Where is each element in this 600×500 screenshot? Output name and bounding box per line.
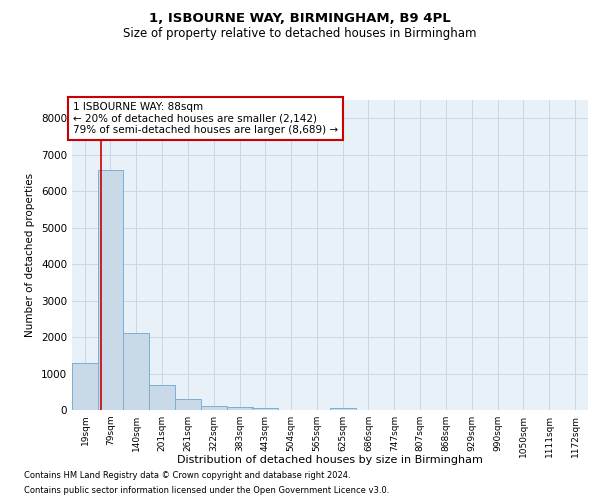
Bar (124, 334, 149, 410)
Text: 1, ISBOURNE WAY, BIRMINGHAM, B9 4PL: 1, ISBOURNE WAY, BIRMINGHAM, B9 4PL (149, 12, 451, 26)
Text: Contains public sector information licensed under the Open Government Licence v3: Contains public sector information licen… (24, 486, 389, 495)
Bar (72, 362, 98, 410)
Text: 1 ISBOURNE WAY: 88sqm
← 20% of detached houses are smaller (2,142)
79% of semi-d: 1 ISBOURNE WAY: 88sqm ← 20% of detached … (73, 102, 338, 135)
Bar (149, 385, 175, 410)
Bar (175, 400, 201, 410)
Text: Contains HM Land Registry data © Crown copyright and database right 2024.: Contains HM Land Registry data © Crown c… (24, 471, 350, 480)
Y-axis label: Number of detached properties: Number of detached properties (25, 173, 35, 337)
Bar (252, 408, 278, 410)
Bar (201, 406, 227, 410)
Bar (329, 408, 356, 410)
Text: Distribution of detached houses by size in Birmingham: Distribution of detached houses by size … (177, 455, 483, 465)
Bar (98, 170, 124, 410)
Text: Size of property relative to detached houses in Birmingham: Size of property relative to detached ho… (123, 28, 477, 40)
Bar (227, 407, 253, 410)
